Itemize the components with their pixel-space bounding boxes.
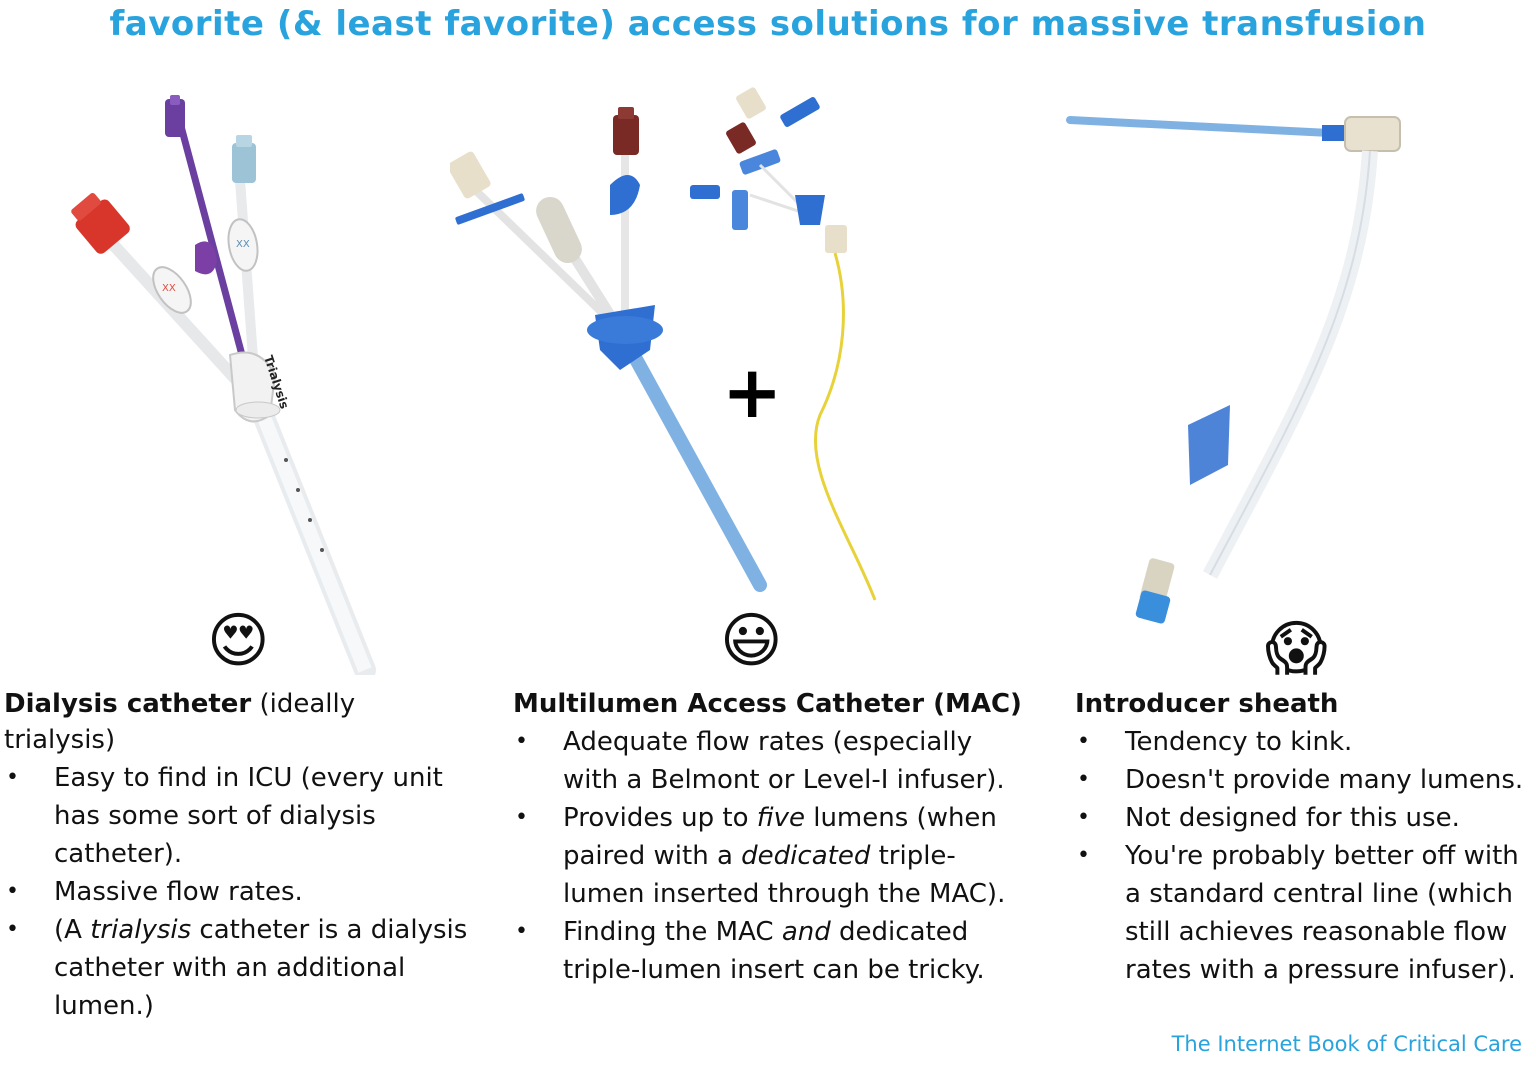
mac-heading: Multilumen Access Catheter (MAC) [513, 689, 1022, 719]
bullet-italic-text: five [756, 803, 805, 833]
bullet-text: Provides up to [563, 803, 757, 833]
bullet-text: dedicated triple-lumen insert can be tri… [563, 917, 985, 985]
bullet-text: (A [54, 915, 91, 945]
bullet-marker: • [1077, 805, 1090, 830]
bullet-item: • Not designed for this use. [1075, 799, 1530, 837]
introducer-heading: Introducer sheath [1075, 689, 1339, 719]
bullet-item: • Finding the MAC and dedicated triple-lu… [513, 913, 1033, 989]
bullet-text: lumens (when paired with a [563, 803, 997, 871]
bullet-item: • Adequate flow rates (especially with a … [513, 723, 1033, 799]
page-title: favorite (& least favorite) access solut… [109, 4, 1427, 44]
dialysis-catheter-illustration: Trialysis XX XX [71, 95, 376, 675]
bullet-item: • Massive flow rates. [4, 873, 474, 911]
bullet-text: Not designed for this use. [1125, 803, 1460, 833]
introducer-column: Introducer sheath • Tendency to kink. • Doe… [1075, 686, 1530, 989]
mac-column: Multilumen Access Catheter (MAC) • Adequa… [513, 686, 1033, 989]
bullet-marker: • [515, 729, 528, 754]
introducer-sheath-illustration [1066, 116, 1401, 624]
smiley-emoji-icon: 😃 [720, 606, 783, 676]
bullet-item: • Provides up to five lumens (when paired… [513, 799, 1033, 913]
footer-credit: The Internet Book of Critical Care [1171, 1032, 1522, 1056]
bullet-marker: • [1077, 843, 1090, 868]
bullet-text: You're probably better off with a standa… [1125, 841, 1519, 985]
bullet-marker: • [6, 765, 19, 790]
bullet-text: catheter is a dialysis catheter with an … [54, 915, 468, 1021]
bullet-item: • (A trialysis catheter is a dialysis cat… [4, 911, 474, 1025]
bullet-text: triple-lumen inserted through the MAC). [563, 841, 1006, 909]
dialysis-bullet-list: • Easy to find in ICU (every unit has som… [4, 759, 474, 1025]
bullet-text: Doesn't provide many lumens. [1125, 765, 1524, 795]
heart-eyes-emoji-icon: 😍 [207, 606, 270, 676]
dialysis-heading: Dialysis catheter (ideally trialysis) [4, 689, 356, 755]
bullet-text: Tendency to kink. [1125, 727, 1353, 757]
bullet-text: Easy to find in ICU (every unit has some… [54, 763, 443, 869]
bullet-marker: • [1077, 767, 1090, 792]
bullet-marker: • [515, 805, 528, 830]
bullet-marker: • [515, 919, 528, 944]
bullet-italic-text: trialysis [90, 915, 192, 945]
clamp-label-2: XX [236, 239, 250, 250]
bullet-text: Finding the MAC [563, 917, 782, 947]
bullet-marker: • [1077, 729, 1090, 754]
bullet-marker: • [6, 879, 19, 904]
bullet-item: • Tendency to kink. [1075, 723, 1530, 761]
dialysis-column: Dialysis catheter (ideally trialysis) • E… [4, 686, 474, 1025]
clamp-label-1: XX [162, 283, 176, 294]
plus-sign: + [722, 350, 783, 434]
bullet-italic-text: and [781, 917, 831, 947]
bullet-item: • You're probably better off with a stand… [1075, 837, 1530, 989]
mac-bullet-list: • Adequate flow rates (especially with a … [513, 723, 1033, 989]
introducer-bullet-list: • Tendency to kink. • Doesn't provide many … [1075, 723, 1530, 989]
bullet-item: • Doesn't provide many lumens. [1075, 761, 1530, 799]
bullet-text: Adequate flow rates (especially with a B… [563, 727, 1005, 795]
bullet-item: • Easy to find in ICU (every unit has som… [4, 759, 474, 873]
bullet-text: Massive flow rates. [54, 877, 303, 907]
screaming-emoji-icon: 😱 [1265, 614, 1328, 684]
bullet-italic-text: dedicated [741, 841, 871, 871]
mac-catheter-illustration [450, 87, 877, 601]
bullet-marker: • [6, 917, 19, 942]
